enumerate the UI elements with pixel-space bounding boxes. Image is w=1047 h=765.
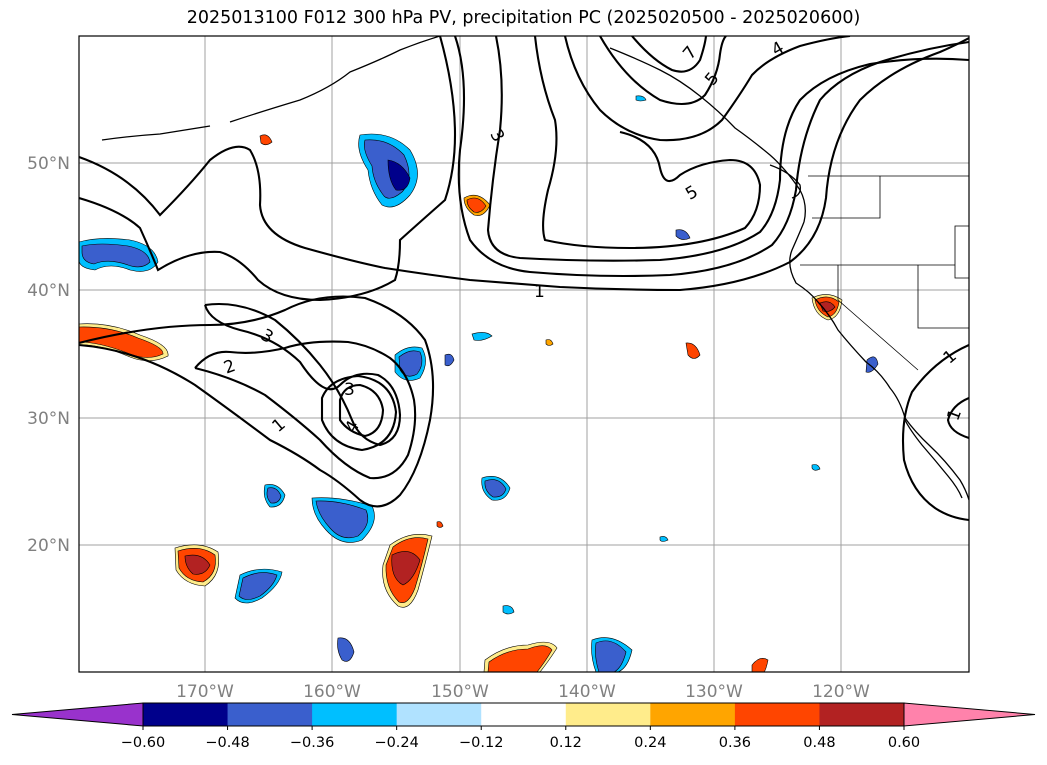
map-title: 2025013100 F012 300 hPa PV, precipitatio… <box>186 8 861 28</box>
colorbar-tick-label: 0.60 <box>888 735 920 751</box>
coast-baja <box>904 419 963 499</box>
precip-positive-blobs <box>79 134 843 672</box>
colorbar-segment <box>481 703 567 726</box>
lon-label: 140°W <box>558 682 616 702</box>
precip-negative-blobs <box>79 95 879 672</box>
lon-label: 150°W <box>431 682 489 702</box>
precip-blob <box>81 243 151 268</box>
pv-contour-3-ring <box>320 374 398 452</box>
latitude-labels: 50°N 40°N 30°N 20°N <box>27 154 70 556</box>
lat-label: 30°N <box>27 409 70 429</box>
pv-contours <box>79 36 969 522</box>
pv-contour-2 <box>79 36 457 302</box>
coast-alaska <box>229 36 441 123</box>
pv-contour-8 <box>631 36 708 73</box>
colorbar-segment <box>396 703 482 726</box>
pv-contour-6 <box>563 36 851 142</box>
border-state-4 <box>917 265 969 329</box>
pv-contour-3-loop <box>203 302 402 447</box>
pv-contour-4-loop <box>338 383 385 438</box>
contour-label: 1 <box>534 282 545 302</box>
colorbar-segment <box>650 703 736 726</box>
lon-label: 170°W <box>176 682 234 702</box>
precip-blob <box>471 332 493 341</box>
pv-contour-5 <box>533 36 762 250</box>
border-state-3 <box>837 265 919 371</box>
precip-blob <box>266 487 282 504</box>
precip-blob <box>184 554 211 575</box>
coast-west-us <box>789 221 969 501</box>
coast-aleutians <box>101 125 211 141</box>
precip-blob <box>659 536 669 542</box>
precip-blob <box>315 500 369 539</box>
pv-contour-east-2 <box>946 397 969 440</box>
precip-blob <box>811 464 821 471</box>
precip-blob <box>259 134 273 146</box>
lat-label: 50°N <box>27 154 70 174</box>
lon-label: 120°W <box>812 682 870 702</box>
pv-contour-east-1 <box>901 344 969 522</box>
precip-blob <box>466 197 487 213</box>
colorbar-segment <box>143 703 229 726</box>
precip-blob <box>444 353 455 367</box>
precip-blob <box>675 229 691 240</box>
colorbar-tick-label: −0.60 <box>121 735 165 751</box>
precip-blob <box>238 572 278 600</box>
political-borders <box>800 175 969 371</box>
coastlines <box>101 36 969 501</box>
lat-label: 40°N <box>27 281 70 301</box>
pv-contour-7 <box>599 36 727 106</box>
colorbar-tick-label: −0.48 <box>205 735 249 751</box>
colorbar-segment <box>565 703 651 726</box>
colorbar-segment <box>734 703 820 726</box>
border-state-5 <box>954 225 969 279</box>
pv-contour-4 <box>486 36 969 262</box>
colorbar-tick-label: 0.24 <box>634 735 666 751</box>
pv-contour-3 <box>454 36 969 278</box>
colorbar-tick-label: −0.24 <box>374 735 418 751</box>
lat-label: 20°N <box>27 536 70 556</box>
contour-label: 3 <box>344 380 355 400</box>
precip-blob <box>635 95 647 102</box>
precip-blob <box>545 339 554 346</box>
border-state-1 <box>812 176 881 219</box>
contour-label-group: 1 1 2 3 3 4 3 5 5 7 4 1 1 <box>221 38 966 437</box>
precip-blob <box>436 521 444 528</box>
pv-contour-1-south <box>79 295 435 508</box>
precip-blob <box>487 645 553 672</box>
colorbar-tick-label: −0.36 <box>290 735 334 751</box>
colorbar-segment <box>227 703 313 726</box>
precip-blob <box>391 551 421 586</box>
precip-blob <box>337 637 355 662</box>
map-area <box>79 36 969 672</box>
lon-label: 130°W <box>685 682 743 702</box>
graticule <box>79 36 969 672</box>
colorbar: −0.60 −0.48 −0.36 −0.24 −0.12 0.12 0.24 0.36 0.4… <box>11 702 1036 751</box>
precip-blob <box>685 342 701 359</box>
longitude-labels: 170°W 160°W 150°W 140°W 130°W 120°W <box>176 682 870 702</box>
colorbar-segment <box>312 703 398 726</box>
precip-blob <box>865 356 879 373</box>
map-frame <box>78 35 970 673</box>
precip-blob <box>595 640 627 672</box>
colorbar-tick-label: 0.12 <box>550 735 582 751</box>
colorbar-extend-min <box>11 702 144 727</box>
colorbar-extend-max <box>903 702 1036 727</box>
precip-blob <box>484 479 507 498</box>
colorbar-tick-label: 0.36 <box>719 735 751 751</box>
pv-contour-2-south <box>194 340 417 480</box>
colorbar-tick-label: −0.12 <box>459 735 503 751</box>
precip-blob <box>387 159 411 191</box>
pv-contour-1-north <box>79 37 969 292</box>
lon-label: 160°W <box>303 682 361 702</box>
colorbar-segment <box>819 703 905 726</box>
colorbar-border <box>142 702 905 727</box>
precip-blob <box>502 605 515 615</box>
colorbar-tick-label: 0.48 <box>803 735 835 751</box>
